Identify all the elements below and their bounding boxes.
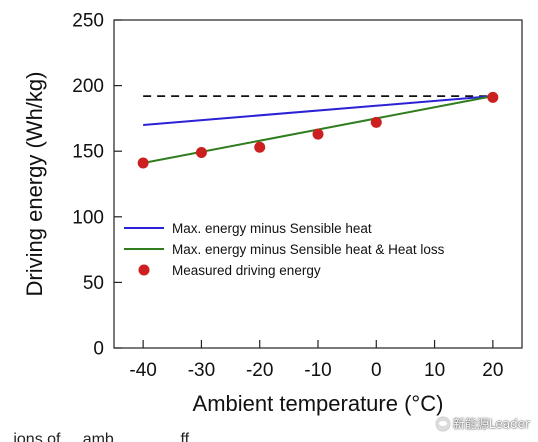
watermark: 新能源Leader: [435, 415, 530, 432]
y-tick-label: 0: [93, 339, 104, 360]
data-point: [370, 116, 382, 128]
legend-label: Max. energy minus Sensible heat & Heat l…: [172, 242, 445, 257]
series-line-1: [143, 95, 493, 126]
y-tick-label: 150: [72, 142, 104, 163]
data-point: [254, 141, 266, 153]
x-tick-label: 10: [424, 360, 445, 381]
y-tick-label: 50: [83, 273, 104, 294]
plot-frame: [113, 19, 523, 349]
x-tick-label: 0: [371, 360, 382, 381]
x-tick-label: -20: [246, 360, 273, 381]
x-tick-label: -30: [188, 360, 215, 381]
points-layer: [137, 91, 499, 169]
ticks: 0 50 100 150 200 250 -40 -30 -20 -10 0 10 20: [72, 11, 503, 382]
legend-label: Max. energy minus Sensible heat: [172, 221, 372, 236]
y-tick-label: 250: [72, 11, 104, 32]
x-tick-label: -40: [129, 360, 156, 381]
caption-fragment: ...ions of ... amb... ... ... ...ff...: [0, 432, 203, 442]
x-tick-label: 20: [482, 360, 503, 381]
watermark-text: 新能源Leader: [452, 417, 530, 431]
data-point: [195, 147, 207, 159]
legend-marker: [138, 264, 150, 276]
data-point: [137, 157, 149, 169]
y-tick-label: 200: [72, 76, 104, 97]
legend: Max. energy minus Sensible heat Max. ener…: [124, 221, 445, 278]
y-axis-title: Driving energy (Wh/kg): [22, 72, 47, 297]
legend-label: Measured driving energy: [172, 263, 321, 278]
data-point: [312, 128, 324, 140]
y-tick-label: 100: [72, 207, 104, 228]
data-point: [487, 91, 499, 103]
wechat-icon: [435, 416, 450, 431]
x-tick-label: -10: [304, 360, 331, 381]
x-axis-title: Ambient temperature (°C): [193, 391, 444, 416]
